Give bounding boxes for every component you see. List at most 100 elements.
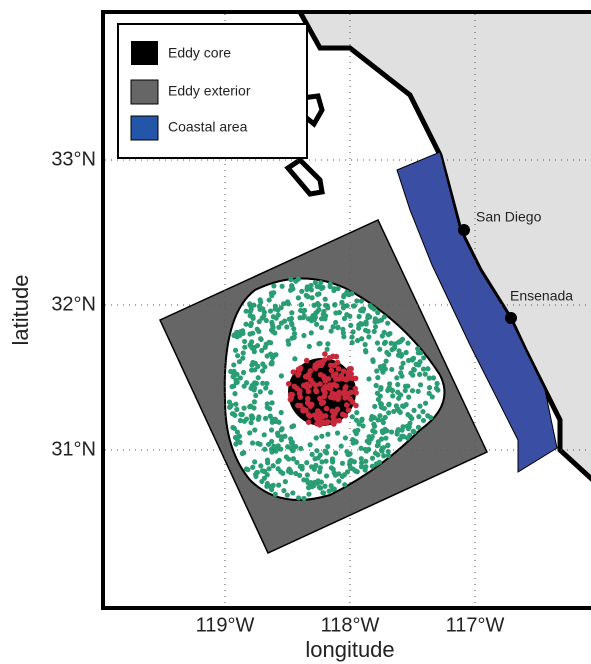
green-particle	[260, 380, 266, 386]
green-particle	[425, 413, 431, 419]
green-particle	[232, 391, 238, 397]
green-particle	[409, 388, 416, 394]
green-particle	[253, 392, 259, 399]
green-particle	[407, 414, 413, 420]
green-particle	[403, 349, 409, 356]
city-label: San Diego	[476, 209, 542, 225]
red-particle	[342, 385, 349, 391]
green-particle	[241, 450, 247, 456]
green-particle	[359, 417, 365, 424]
green-particle	[270, 463, 276, 469]
green-particle	[405, 340, 411, 346]
green-particle	[314, 480, 320, 486]
green-particle	[254, 470, 260, 476]
green-particle	[384, 349, 390, 356]
green-particle	[422, 371, 428, 377]
red-particle	[303, 357, 310, 364]
green-particle	[400, 403, 406, 409]
green-particle	[291, 334, 297, 340]
green-particle	[350, 437, 356, 443]
red-particle	[324, 419, 331, 425]
green-particle	[228, 368, 234, 375]
green-particle	[330, 324, 336, 330]
green-particle	[417, 403, 423, 409]
red-particle	[328, 367, 335, 374]
red-particle	[306, 413, 313, 419]
green-particle	[336, 309, 343, 316]
green-particle	[232, 347, 239, 353]
green-particle	[391, 408, 397, 415]
green-particle	[282, 433, 288, 439]
green-particle	[382, 339, 388, 345]
green-particle	[322, 296, 328, 302]
green-particle	[260, 361, 266, 367]
red-particle	[290, 369, 297, 375]
green-particle	[366, 334, 372, 340]
green-particle	[349, 340, 355, 346]
green-particle	[400, 360, 406, 366]
green-particle	[371, 328, 377, 334]
green-particle	[411, 429, 417, 435]
green-particle	[258, 336, 264, 343]
red-particle	[349, 399, 356, 405]
green-particle	[330, 466, 336, 472]
red-particle	[334, 359, 341, 366]
green-particle	[248, 403, 254, 409]
green-particle	[284, 492, 290, 498]
red-particle	[322, 351, 328, 357]
green-particle	[305, 316, 312, 322]
red-particle	[306, 383, 313, 389]
green-particle	[397, 436, 403, 442]
green-particle	[381, 405, 387, 412]
green-particle	[261, 468, 267, 474]
green-particle	[388, 340, 394, 346]
green-particle	[293, 470, 299, 477]
green-particle	[311, 466, 317, 472]
y-tick-label: 33°N	[51, 148, 96, 170]
green-particle	[304, 286, 310, 292]
green-particle	[248, 320, 254, 326]
green-particle	[237, 417, 243, 424]
green-particle	[267, 308, 274, 314]
green-particle	[342, 435, 349, 441]
green-particle	[372, 429, 378, 435]
green-particle	[420, 366, 427, 372]
green-particle	[243, 308, 249, 314]
green-particle	[268, 446, 275, 452]
green-particle	[250, 359, 256, 366]
green-particle	[377, 413, 383, 419]
green-particle	[289, 310, 295, 316]
green-particle	[430, 375, 437, 381]
green-particle	[406, 394, 412, 400]
green-particle	[284, 324, 290, 330]
green-particle	[264, 404, 270, 410]
green-particle	[301, 332, 307, 339]
green-particle	[398, 353, 404, 359]
green-particle	[259, 368, 266, 374]
green-particle	[268, 427, 275, 433]
red-particle	[323, 405, 330, 412]
red-particle	[329, 408, 336, 414]
red-particle	[313, 415, 320, 422]
green-particle	[347, 313, 353, 319]
green-particle	[380, 419, 386, 426]
green-particle	[278, 437, 285, 443]
green-particle	[366, 440, 372, 446]
green-particle	[331, 287, 337, 294]
green-particle	[349, 414, 355, 420]
legend-swatch	[130, 115, 159, 141]
green-particle	[270, 325, 276, 331]
green-particle	[231, 383, 237, 389]
green-particle	[316, 283, 322, 290]
green-particle	[417, 371, 423, 377]
city-label: Ensenada	[510, 288, 573, 304]
green-particle	[250, 440, 256, 446]
legend-label: Coastal area	[168, 119, 248, 135]
green-particle	[268, 389, 274, 395]
green-particle	[329, 458, 336, 464]
green-particle	[292, 356, 298, 362]
green-particle	[316, 291, 322, 297]
green-particle	[290, 490, 296, 496]
green-particle	[286, 316, 292, 322]
